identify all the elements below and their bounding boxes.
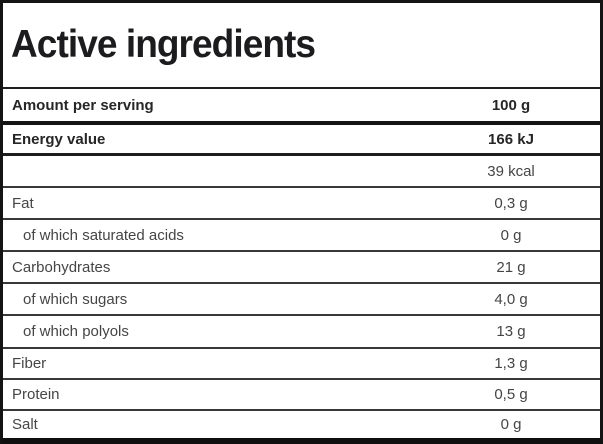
row-label: Fat — [12, 194, 34, 212]
row-value: 13 g — [496, 323, 526, 340]
row-label: of which saturated acids — [23, 226, 184, 244]
table-row-protein: Protein 0,5 g — [3, 380, 600, 411]
row-label: of which sugars — [23, 290, 128, 308]
table-row-fiber: Fiber 1,3 g — [3, 349, 600, 380]
row-value: 4,0 g — [494, 290, 528, 308]
row-value: 1,3 g — [494, 355, 528, 372]
row-value: 0,5 g — [494, 386, 528, 403]
row-label: Protein — [12, 386, 60, 403]
table-row-energy-kcal: 39 kcal — [3, 156, 600, 188]
table-row-salt: Salt 0 g — [3, 411, 600, 438]
table-row-sugars: of which sugars 4,0 g — [3, 284, 600, 316]
row-label: Amount per serving — [12, 96, 154, 114]
table-title: Active ingredients — [11, 23, 316, 66]
table-row-amount-per-serving: Amount per serving 100 g — [3, 89, 600, 125]
table-row-carbohydrates: Carbohydrates 21 g — [3, 252, 600, 284]
row-value: 0 g — [500, 416, 522, 433]
row-value: 39 kcal — [487, 162, 535, 180]
table-title-bar: Active ingredients — [3, 3, 600, 89]
row-label: Energy value — [12, 130, 106, 148]
table-row-saturated-acids: of which saturated acids 0 g — [3, 220, 600, 252]
row-value: 166 kJ — [488, 130, 534, 148]
row-label: Salt — [12, 416, 38, 433]
row-label: of which polyols — [23, 323, 129, 340]
table-row-polyols: of which polyols 13 g — [3, 316, 600, 349]
row-value: 0 g — [500, 226, 522, 244]
table-row-energy-value: Energy value 166 kJ — [3, 125, 600, 156]
row-value: 21 g — [496, 258, 526, 276]
row-label: Fiber — [12, 355, 47, 372]
row-value: 100 g — [491, 96, 531, 114]
table-row-fat: Fat 0,3 g — [3, 188, 600, 220]
row-label: Carbohydrates — [12, 258, 111, 276]
row-value: 0,3 g — [494, 194, 528, 212]
